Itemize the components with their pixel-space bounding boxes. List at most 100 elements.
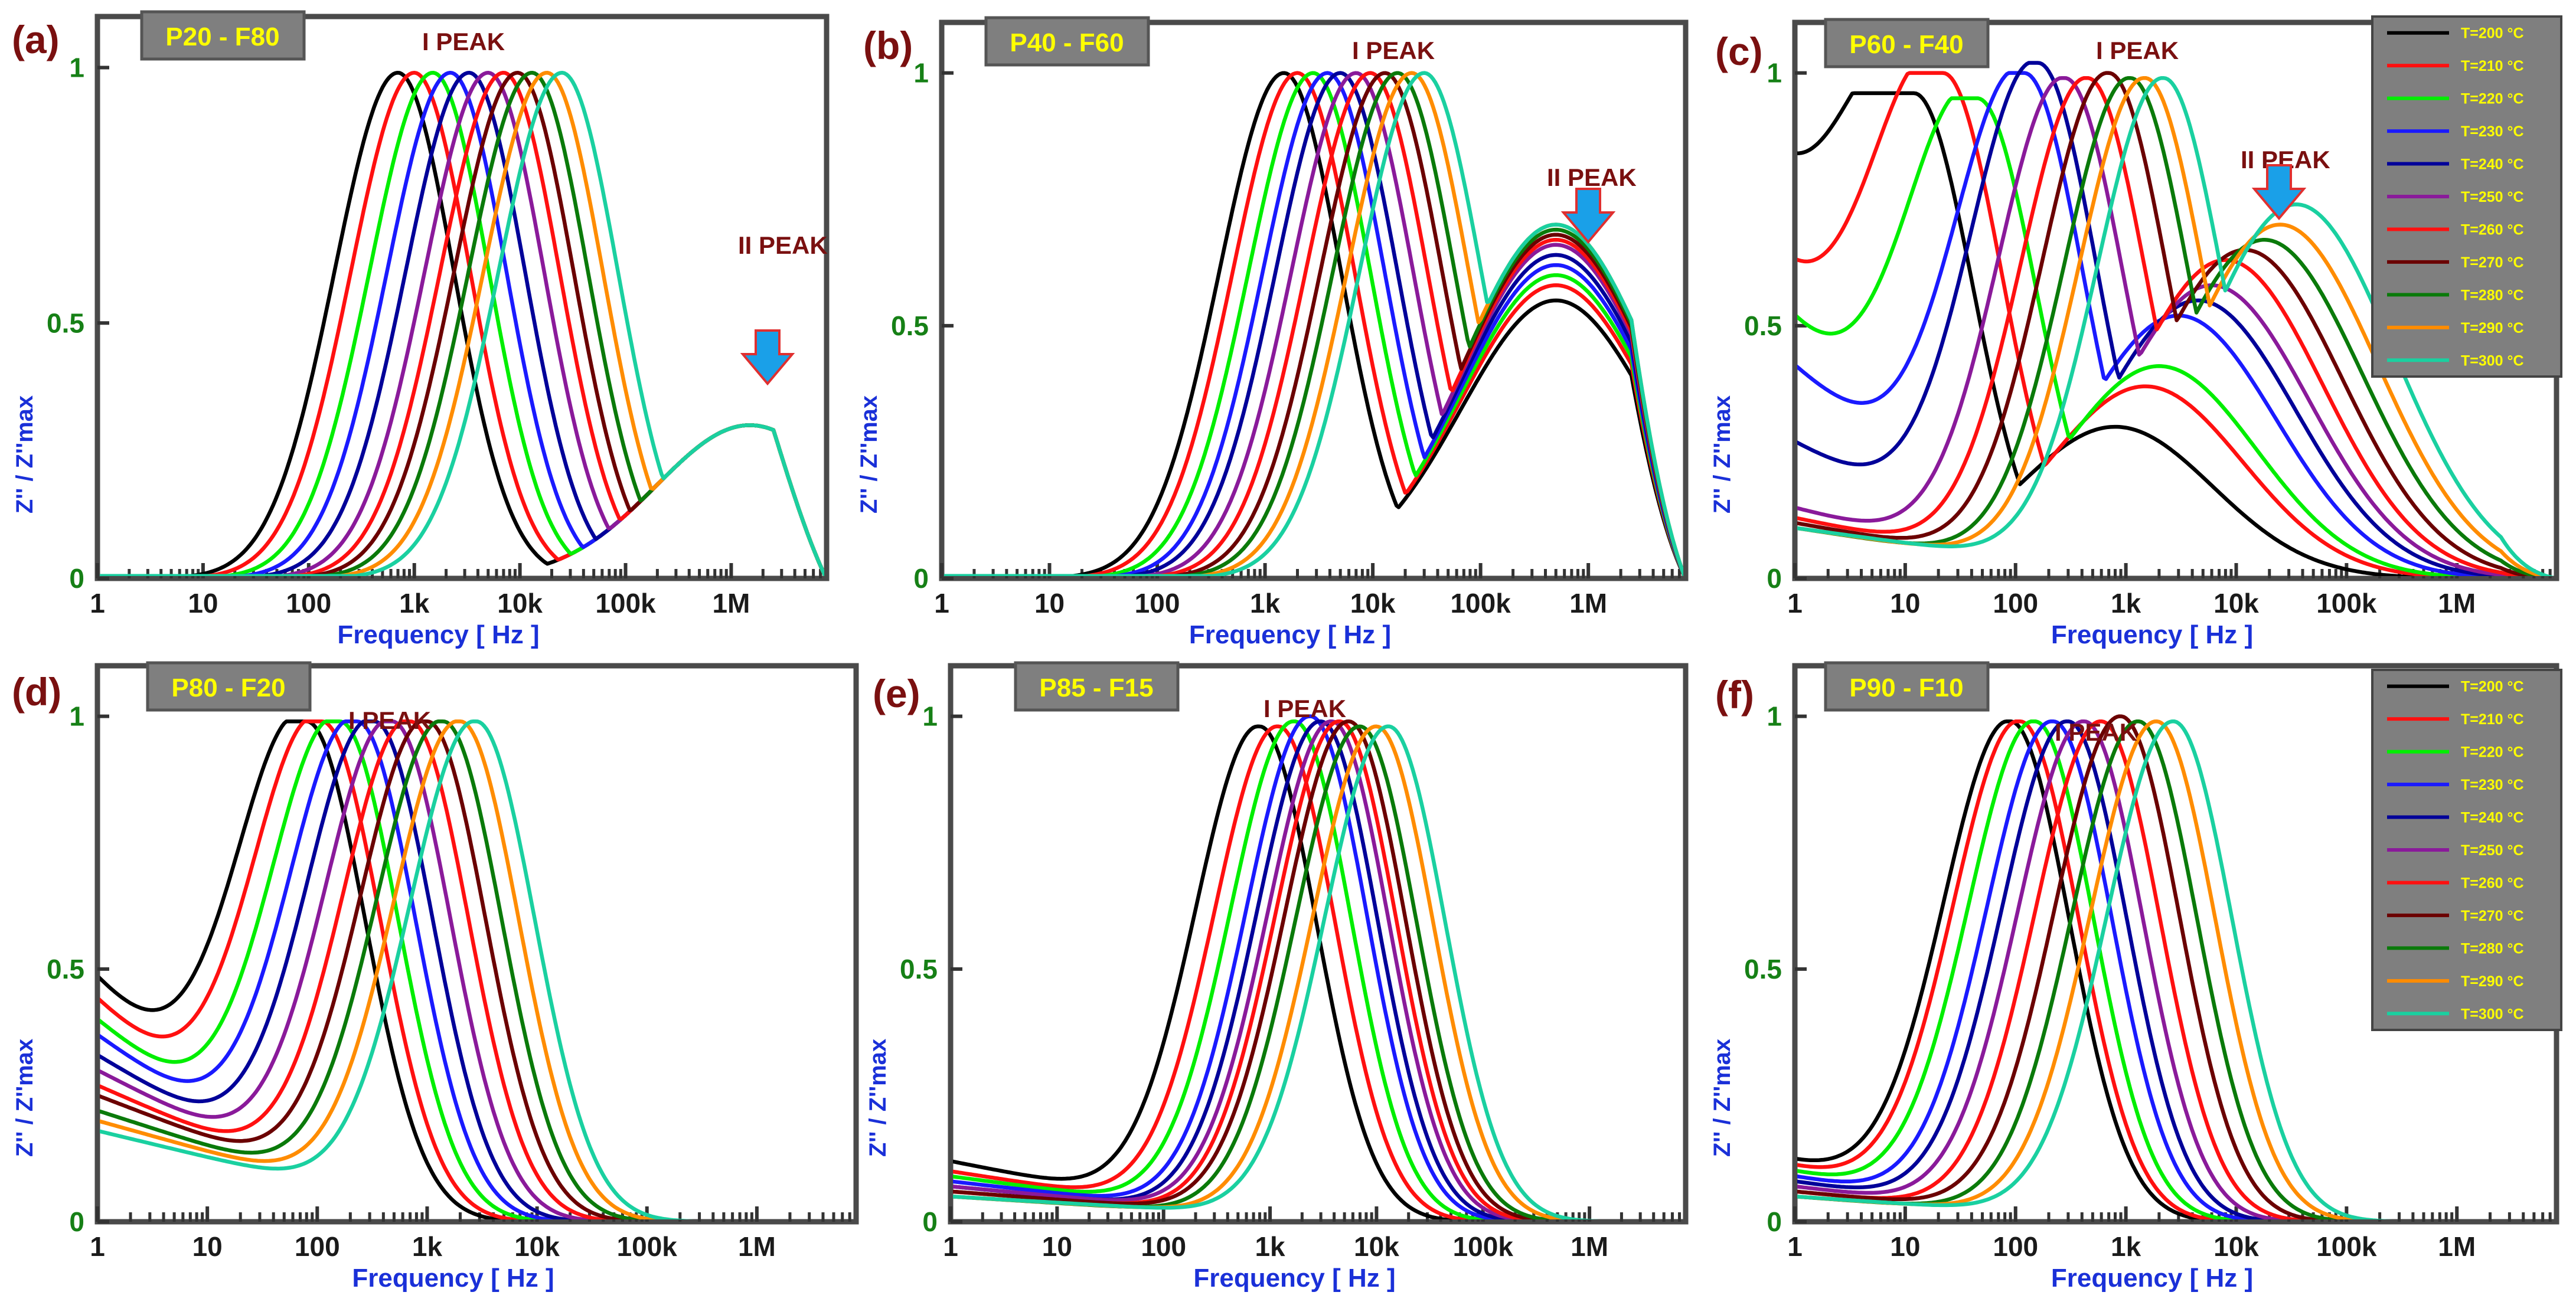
- second-peak-label: II PEAK: [738, 231, 828, 259]
- x-tick-label: 10k: [2213, 1231, 2259, 1262]
- x-tick-label: 1M: [712, 588, 750, 619]
- series-line: [944, 71, 1683, 576]
- series-line: [953, 719, 1553, 1219]
- sample-box: P80 - F20: [146, 661, 312, 712]
- panel-b: 1 10 100 1k 10k 100k 1M 0 0.5 1 Frequency [ Hz ] Z'…: [856, 16, 1689, 649]
- series-line: [1797, 719, 2255, 1219]
- series-line: [944, 71, 1683, 576]
- series-line: [1797, 719, 2304, 1219]
- series-line: [1797, 719, 2322, 1219]
- legend-entry: T=230 °C: [2461, 777, 2524, 793]
- series-line: [953, 719, 1544, 1219]
- legend-entry: T=260 °C: [2461, 221, 2524, 238]
- panel-letter: (a): [12, 18, 60, 61]
- series-line: [1797, 719, 2240, 1219]
- x-tick-label: 10: [188, 588, 218, 619]
- legend-entry: T=250 °C: [2461, 842, 2524, 859]
- sample-box-bg: [1824, 661, 1990, 712]
- legend: T=200 °C T=210 °C T=220 °C T=230 °C T=240 °C…: [2371, 669, 2562, 1031]
- legend-entry: T=220 °C: [2461, 91, 2524, 107]
- sample-label: P80 - F20: [171, 673, 285, 702]
- legend-entry: T=300 °C: [2461, 352, 2524, 369]
- y-tick-label: 1: [1767, 701, 1782, 732]
- x-tick-label: 100: [286, 588, 331, 619]
- y-tick-label: 1: [922, 701, 938, 732]
- sample-box: P60 - F40: [1824, 18, 1990, 68]
- legend-entry: T=210 °C: [2461, 58, 2524, 74]
- series-line: [1797, 719, 2393, 1219]
- series-line: [100, 719, 661, 1219]
- x-tick-label: 10: [1890, 588, 1920, 619]
- series-line: [100, 70, 824, 576]
- y-tick-label: 1: [1767, 58, 1782, 89]
- x-tick-label: 1k: [2111, 588, 2141, 619]
- series-line: [100, 719, 611, 1219]
- series-line: [953, 724, 1471, 1219]
- x-tick-label: 100k: [617, 1231, 678, 1262]
- x-axis-label: Frequency [ Hz ]: [337, 620, 539, 649]
- series-line: [100, 719, 679, 1219]
- x-tick-label: 1: [934, 588, 949, 619]
- series-line: [100, 719, 694, 1219]
- legend-entry: T=280 °C: [2461, 940, 2524, 957]
- y-tick-label: 0.5: [47, 954, 84, 984]
- series-line: [1797, 96, 2502, 576]
- x-tick-label: 100k: [1450, 588, 1511, 619]
- series-group: [1797, 714, 2393, 1219]
- x-tick-label: 10k: [497, 588, 543, 619]
- x-tick-label: 1M: [2438, 588, 2476, 619]
- sample-box: P20 - F80: [140, 10, 306, 61]
- legend-entry: T=270 °C: [2461, 254, 2524, 271]
- first-peak-label: I PEAK: [348, 706, 431, 734]
- series-line: [1797, 719, 2231, 1219]
- legend-entry: T=260 °C: [2461, 875, 2524, 891]
- x-tick-label: 100: [1993, 588, 2038, 619]
- y-tick-label: 1: [69, 701, 84, 732]
- series-line: [100, 70, 824, 576]
- panel-a: 1 10 100 1k 10k 100k 1M 0 0.5 1 Frequency [ Hz ] Z'…: [12, 10, 830, 649]
- sample-box-bg: [1014, 661, 1180, 712]
- y-axis-label: Z'' / Z''max: [12, 1039, 38, 1157]
- sample-box-bg: [140, 10, 306, 61]
- panel-c: 1 10 100 1k 10k 100k 1M 0 0.5 1 Frequency [ Hz ] Z'…: [1709, 15, 2562, 649]
- x-tick-label: 1M: [1571, 1231, 1608, 1262]
- series-group: [944, 71, 1683, 576]
- series-line: [100, 70, 824, 576]
- x-tick-label: 1k: [1250, 588, 1281, 619]
- first-peak-label: I PEAK: [422, 28, 505, 55]
- legend-entry: T=220 °C: [2461, 744, 2524, 761]
- series-line: [1797, 91, 2450, 576]
- x-tick-label: 1: [943, 1231, 958, 1262]
- sample-label: P90 - F10: [1849, 673, 1963, 702]
- legend-entry: T=290 °C: [2461, 320, 2524, 336]
- series-line: [944, 71, 1683, 576]
- y-tick-label: 0.5: [1744, 310, 1782, 341]
- x-axis-label: Frequency [ Hz ]: [1193, 1264, 1395, 1293]
- series-line: [953, 724, 1589, 1219]
- series-line: [953, 719, 1533, 1219]
- series-line: [100, 719, 541, 1219]
- y-tick-label: 0: [69, 563, 84, 594]
- down-arrow-icon: [1560, 188, 1616, 244]
- series-line: [100, 70, 824, 576]
- sample-box: P90 - F10: [1824, 661, 1990, 712]
- x-tick-label: 100: [1141, 1231, 1186, 1262]
- y-axis-label: Z'' / Z''max: [12, 395, 38, 513]
- y-axis-label: Z'' / Z''max: [1709, 395, 1735, 513]
- x-axis-label: Frequency [ Hz ]: [1189, 620, 1391, 649]
- series-line: [100, 719, 576, 1219]
- series-line: [953, 724, 1491, 1219]
- x-tick-label: 1M: [738, 1231, 776, 1262]
- panel-letter: (d): [12, 670, 61, 714]
- x-tick-label: 10: [1890, 1231, 1920, 1262]
- x-tick-label: 100: [295, 1231, 340, 1262]
- y-axis-label: Z'' / Z''max: [856, 395, 882, 513]
- panel-letter: (b): [863, 24, 913, 67]
- first-peak-label: I PEAK: [1263, 695, 1346, 722]
- first-peak-label: I PEAK: [2096, 37, 2179, 64]
- y-tick-label: 1: [69, 53, 84, 83]
- y-axis-label: Z'' / Z''max: [865, 1039, 891, 1157]
- series-line: [953, 719, 1506, 1219]
- x-tick-label: 10: [1042, 1231, 1072, 1262]
- series-line: [1797, 719, 2273, 1219]
